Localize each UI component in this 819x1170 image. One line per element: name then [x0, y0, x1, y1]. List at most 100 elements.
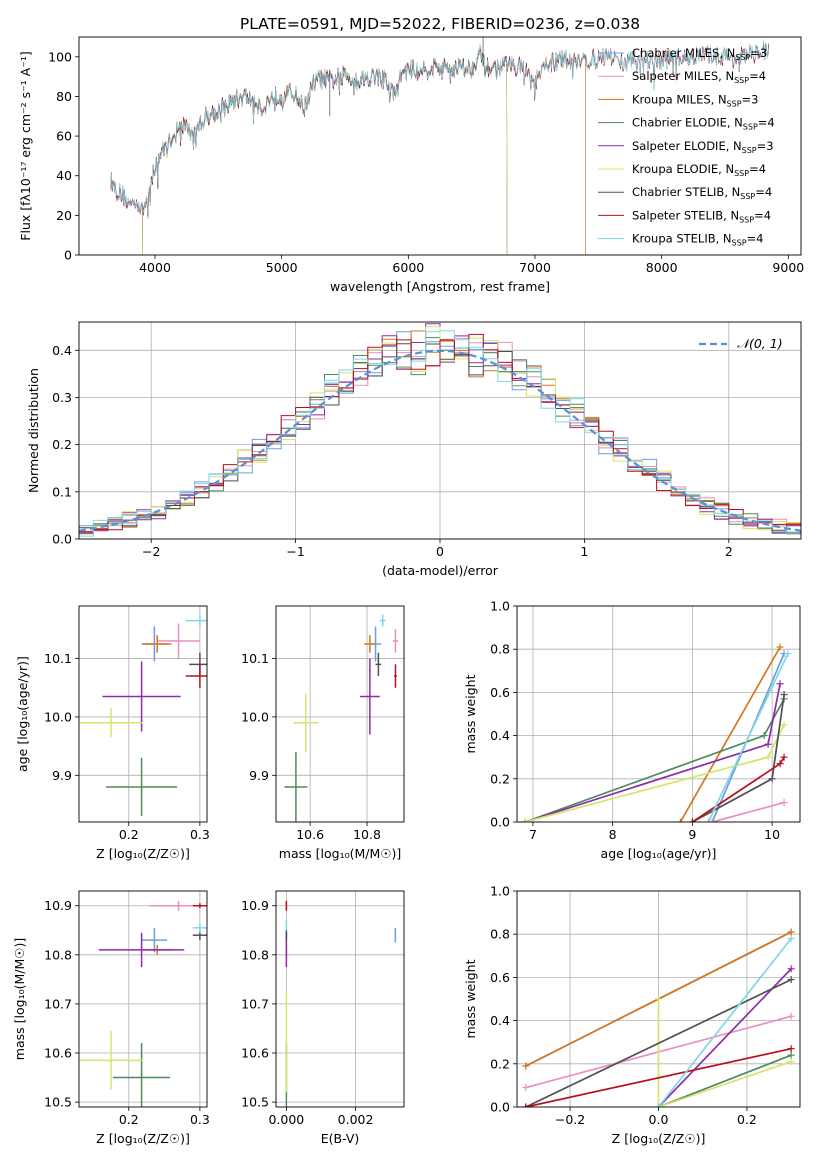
x-tick-label: −1 [286, 544, 304, 559]
mw-marker-chabrier-stelib [768, 775, 776, 783]
mw-marker-chabrier-stelib [780, 691, 788, 699]
mw-marker-kroupa-stelib [704, 818, 712, 822]
errorbar-salpeter-miles [392, 629, 399, 653]
mw-marker-kroupa-miles [522, 1062, 530, 1070]
x-tick-label: 0.3 [190, 827, 210, 842]
legend-label-kroupa-miles: Kroupa MILES, NSSP=3 [632, 92, 758, 108]
y-tick-label: 10.0 [241, 709, 269, 724]
x-tick-label: 10.6 [296, 827, 324, 842]
x-tick-label: 6000 [392, 260, 424, 275]
mw-marker-salpeter-miles [780, 799, 788, 807]
y-tick-label: 0.4 [490, 728, 510, 743]
mw-marker-salpeter-miles [522, 1084, 530, 1092]
mw-marker-kroupa-elodie [764, 753, 772, 761]
legend-label-salpeter-stelib: Salpeter STELIB, NSSP=4 [632, 208, 771, 224]
mw-line-salpeter-miles [712, 801, 785, 822]
y-tick-label: 0.4 [490, 1013, 510, 1028]
x-axis-label: Z [log₁₀(Z/Z☉)] [612, 1131, 706, 1146]
x-tick-label: 1 [580, 544, 588, 559]
mw-marker-kroupa-elodie [655, 995, 662, 1003]
gaussian-curve [79, 349, 801, 532]
plot-area [284, 614, 399, 822]
y-tick-label: 1.0 [490, 599, 510, 614]
errorbar-salpeter-elodie [98, 932, 185, 968]
mw-marker-salpeter-stelib [776, 760, 784, 768]
mass-vs-ebv-axes: 0.000 0.002 10.5 10.6 10.7 10.8 10.9 E(B-V) [241, 890, 405, 1146]
x-axis-label: wavelength [Angstrom, rest frame] [330, 279, 550, 294]
y-axis-label: mass weight [463, 674, 478, 753]
axes-frame [275, 890, 405, 1108]
spectrum-axes: 4000 5000 6000 7000 8000 9000 0 20 40 60 80 100 wave… [18, 36, 804, 294]
x-tick-label: 0.002 [338, 1112, 374, 1127]
x-tick-label: 8 [609, 827, 617, 842]
x-tick-label: 0.2 [119, 1112, 139, 1127]
errorbar-chabrier-elodie [284, 751, 308, 822]
plot-area [521, 643, 792, 822]
x-tick-label: 0.0 [649, 1112, 669, 1127]
y-tick-label: 0.8 [490, 642, 510, 657]
x-axis-label: Z [log₁₀(Z/Z☉)] [96, 846, 190, 861]
plot-area [79, 900, 207, 1107]
y-tick-label: 0.6 [490, 970, 510, 985]
y-tick-label: 0.0 [490, 815, 510, 830]
x-axis-label: Z [log₁₀(Z/Z☉)] [96, 1131, 190, 1146]
errorbar-kroupa-miles [143, 635, 172, 653]
axes-frame [78, 605, 208, 823]
y-tick-label: 0.2 [52, 437, 72, 452]
mw-line-chabrier-stelib [525, 978, 792, 1107]
x-tick-label: 9 [688, 827, 696, 842]
legend-label-chabrier-elodie: Chabrier ELODIE, NSSP=4 [632, 116, 775, 132]
errorbar-kroupa-stelib [379, 614, 386, 627]
mw-marker-kroupa-elodie [780, 721, 788, 729]
errorbar-salpeter-stelib [185, 664, 207, 688]
age-vs-mass-axes: 10.6 10.8 9.9 10.0 10.1 mass [log₁₀(M/M☉)] [241, 605, 405, 861]
y-tick-label: 10.0 [44, 709, 72, 724]
x-tick-label: 10.8 [353, 827, 381, 842]
x-tick-label: 0.2 [737, 1112, 757, 1127]
x-axis-label: mass [log₁₀(M/M☉)] [279, 846, 401, 861]
y-tick-label: 10.1 [44, 651, 72, 666]
y-tick-label: 9.9 [52, 768, 72, 783]
mw-marker-salpeter-stelib [780, 753, 788, 761]
mw-marker-kroupa-miles [776, 643, 784, 651]
mw-marker-salpeter-elodie [764, 740, 772, 748]
y-tick-label: 0.3 [52, 390, 72, 405]
x-axis-label: (data-model)/error [382, 563, 499, 578]
y-tick-label: 10.6 [44, 1046, 72, 1061]
y-axis-label: Normed distribution [26, 368, 41, 493]
y-axis-label: Flux [fλ10⁻¹⁷ erg cm⁻² s⁻¹ A⁻¹] [18, 51, 33, 240]
x-axis-label: age [log₁₀(age/yr)] [601, 846, 717, 861]
age-vs-z-axes: 0.2 0.3 9.9 10.0 10.1 Z [log₁₀(Z/Z☉)] age [log… [15, 605, 210, 861]
mass-weight-vs-age-axes: 7 8 9 10 0.0 0.2 0.4 0.6 0.8 1.0 age [log₁₀(age/yr… [463, 599, 801, 861]
y-tick-label: 80 [56, 89, 72, 104]
errorbar-salpeter-elodie [102, 661, 181, 732]
x-tick-label: 0.2 [119, 827, 139, 842]
y-tick-label: 10.6 [241, 1046, 269, 1061]
legend-label-gaussian: 𝒩(0, 1) [737, 336, 783, 351]
errorbar-chabrier-elodie [106, 757, 178, 817]
mw-marker-kroupa-stelib [784, 650, 792, 658]
hist-axes: −2 −1 0 1 2 0.0 0.1 0.2 0.3 0.4 (data-model)/error… [26, 321, 802, 578]
y-tick-label: 10.5 [241, 1095, 269, 1110]
y-tick-label: 0.4 [52, 343, 72, 358]
x-tick-label: 10 [764, 827, 780, 842]
y-tick-label: 0.2 [490, 1056, 510, 1071]
mw-marker-kroupa-miles [676, 818, 684, 822]
hist-step-salpeter-stelib [79, 333, 801, 535]
mw-marker-kroupa-elodie [787, 1058, 795, 1066]
mw-marker-salpeter-miles [708, 818, 716, 822]
mw-marker-salpeter-elodie [787, 965, 795, 973]
errorbar-salpeter-stelib [394, 664, 397, 688]
mw-marker-salpeter-miles [787, 1012, 795, 1020]
x-tick-label: 8000 [646, 260, 678, 275]
x-tick-label: 4000 [139, 260, 171, 275]
y-tick-label: 100 [48, 49, 72, 64]
spectrum-line-kroupa-stelib [110, 39, 770, 215]
mw-line-kroupa-stelib [707, 653, 789, 822]
mw-line-kroupa-miles [679, 646, 781, 822]
x-tick-label: −0.2 [555, 1112, 585, 1127]
x-tick-label: −2 [142, 544, 160, 559]
x-tick-label: 0.000 [268, 1112, 304, 1127]
y-tick-label: 0.8 [490, 927, 510, 942]
